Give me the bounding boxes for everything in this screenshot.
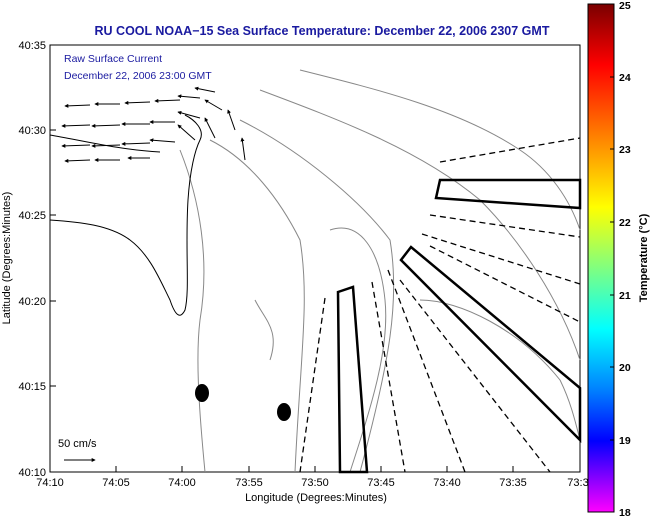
colorbar-tick: 23 [619,144,631,156]
plot-area [49,44,581,473]
coastline [49,114,202,316]
x-tick-label: 73:3 [567,477,588,489]
survey-boxes [336,178,582,474]
x-tick-label: 73:45 [367,477,395,489]
colorbar-tick: 25 [619,0,631,12]
colorbar-tick: 22 [619,217,631,229]
dashed-transects [299,137,581,473]
current-vectors [61,86,246,163]
y-tick-label: 40:25 [18,210,46,222]
legend-line-2: December 22, 2006 23:00 GMT [64,70,212,82]
colorbar-gradient [587,3,615,513]
x-tick-label: 73:35 [499,477,527,489]
x-axis: 74:10 74:05 74:00 73:55 73:50 73:45 73:4… [36,466,589,504]
colorbar-tick: 24 [619,72,631,84]
marker-ellipse-2 [277,403,291,421]
colorbar-tick: 20 [619,362,631,374]
x-tick-label: 73:55 [235,477,263,489]
y-tick-label: 40:30 [18,125,46,137]
x-tick-label: 74:05 [102,477,130,489]
colorbar-label: Temperature (°C) [638,213,650,302]
x-tick-label: 73:40 [433,477,461,489]
y-tick-label: 40:20 [18,296,46,308]
colorbar-tick: 21 [619,290,631,302]
legend-line-1: Raw Surface Current [64,53,162,65]
colorbar: 25 24 23 22 21 20 19 18 Temperature (°C) [587,0,650,518]
x-tick-label: 74:00 [168,477,196,489]
bathymetry-contours [179,69,581,473]
colorbar-tick: 19 [619,435,631,447]
y-tick-label: 40:10 [18,467,46,479]
y-tick-label: 40:35 [18,40,46,52]
marker-ellipse-1 [195,384,209,402]
y-axis: 40:35 40:30 40:25 40:20 40:15 40:10 Lati… [1,40,56,479]
scale-label: 50 cm/s [58,438,97,450]
colorbar-tick: 18 [619,507,631,518]
y-tick-label: 40:15 [18,381,46,393]
y-axis-label: Latitude (Degrees:Minutes) [1,192,13,325]
x-tick-label: 74:10 [36,477,64,489]
x-axis-label: Longitude (Degrees:Minutes) [245,492,387,504]
x-tick-label: 73:50 [301,477,329,489]
map-title: RU COOL NOAA−15 Sea Surface Temperature:… [95,24,550,38]
